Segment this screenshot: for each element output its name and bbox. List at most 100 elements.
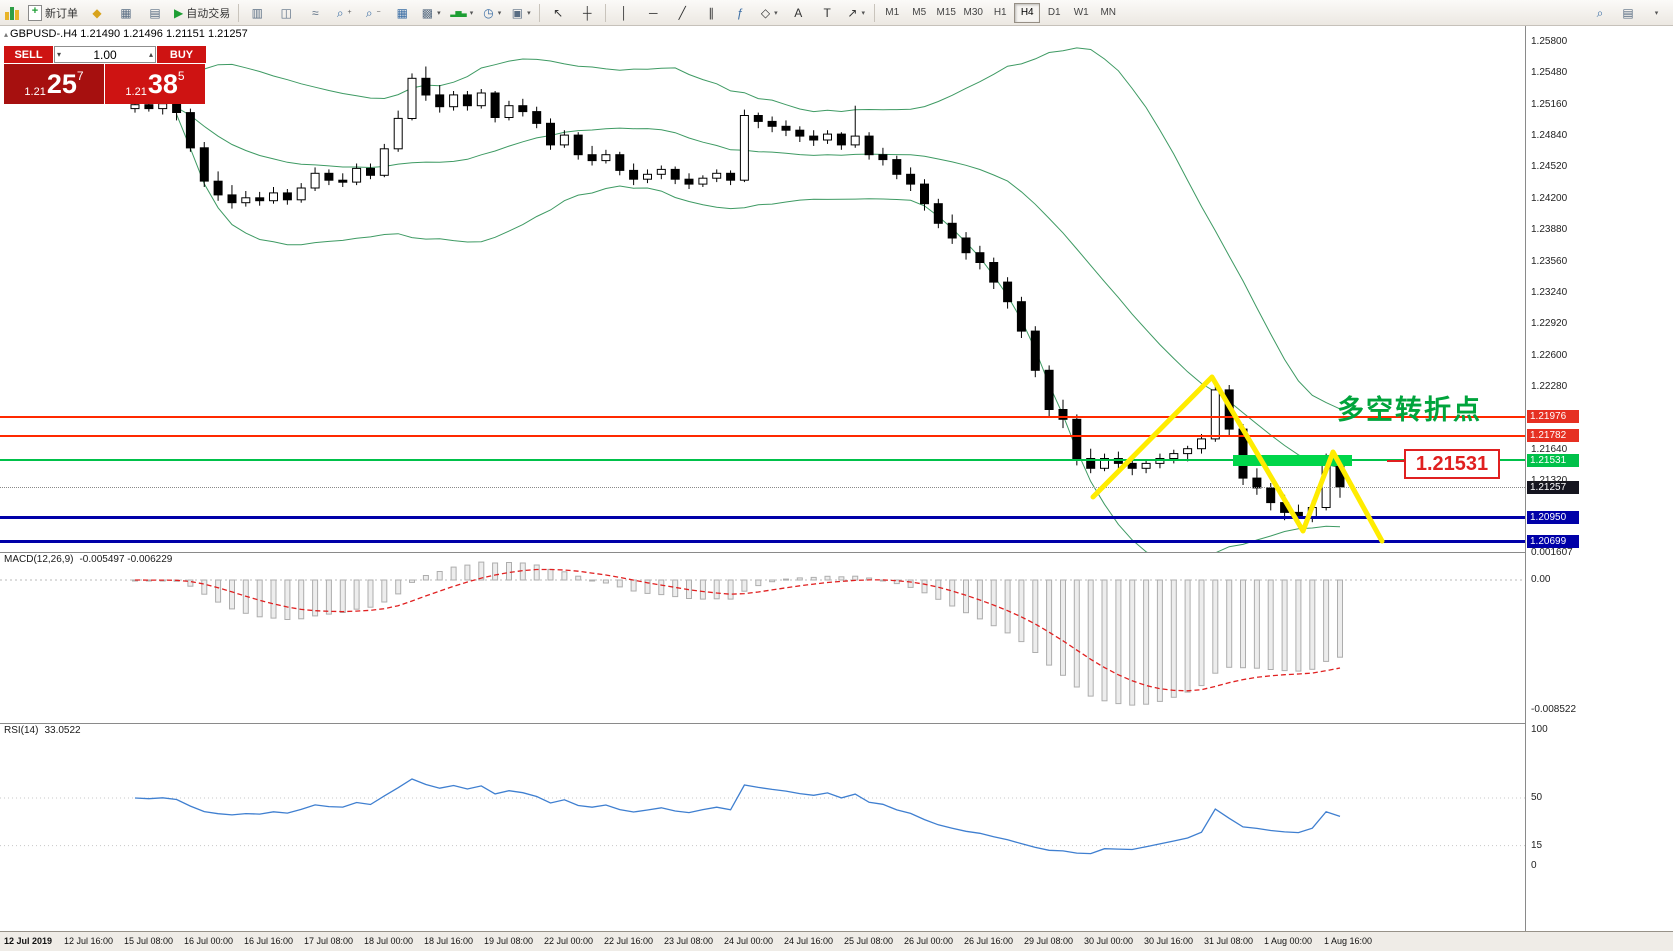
arrows-icon: ↗ [847, 5, 858, 20]
time-axis-label: 16 Jul 16:00 [244, 936, 294, 946]
indicators-button[interactable]: ▂▅▃ ▾ [446, 2, 477, 24]
grid-button[interactable]: ▩ ▾ [417, 2, 445, 24]
price-scale-label: 1.24200 [1531, 193, 1568, 204]
cursor-button[interactable]: ↖ [544, 2, 572, 24]
tile-windows-icon: ▦ [396, 5, 408, 20]
rsi-line [134, 778, 1341, 855]
zoom-in-plus: + [347, 9, 352, 16]
macd-values: -0.005497 -0.006229 [79, 554, 173, 565]
timeframe-h1[interactable]: H1 [993, 7, 1007, 18]
time-axis[interactable]: 12 Jul 2019 12 Jul 16:00 15 Jul 08:00 16 Ju… [0, 931, 1673, 951]
volume-decrement-icon[interactable]: ▾ [57, 50, 62, 59]
time-axis-label: 15 Jul 08:00 [124, 936, 174, 946]
panel-separator[interactable] [0, 723, 1673, 724]
search-button[interactable]: ⌕ [1586, 2, 1614, 24]
indicators-icon: ▂▅▃ [450, 7, 467, 17]
volume-increment-icon[interactable]: ▴ [148, 50, 153, 59]
chevron-down-icon: ▾ [1654, 9, 1659, 17]
macd-signal-line [134, 568, 1341, 692]
price-badge-pivot: 1.21531 [1527, 454, 1579, 467]
support-line-1[interactable] [0, 516, 1525, 519]
annotation-text[interactable]: 多空转折点 [1337, 395, 1482, 425]
vertical-line-button[interactable]: │ [610, 2, 638, 24]
channel-icon: ∥ [708, 5, 715, 20]
channel-button[interactable]: ∥ [697, 2, 725, 24]
main-chart[interactable]: ▴ GBPUSD-.H4 1.21490 1.21496 1.21151 1.2… [0, 26, 1525, 931]
chart-window: ▴ GBPUSD-.H4 1.21490 1.21496 1.21151 1.2… [0, 26, 1673, 951]
timeframe-m15[interactable]: M15 [936, 7, 956, 18]
timeframe-m5[interactable]: M5 [912, 7, 927, 18]
time-axis-label: 18 Jul 00:00 [364, 936, 414, 946]
arrows-button[interactable]: ↗ ▾ [842, 2, 870, 24]
rsi-panel[interactable] [0, 723, 1525, 931]
shapes-button[interactable]: ◇ ▾ [755, 2, 783, 24]
time-axis-label: 23 Jul 08:00 [664, 936, 714, 946]
print-button[interactable]: ▤ [1614, 2, 1642, 24]
price-scale-label: 1.25800 [1531, 36, 1568, 47]
tile-windows-button[interactable]: ▦ [388, 2, 416, 24]
price-scale[interactable]: 1.21976 1.21782 1.21531 1.21257 1.20950 … [1525, 26, 1673, 931]
label-tool-button[interactable]: T [813, 2, 841, 24]
cursor-icon: ↖ [553, 5, 564, 20]
toolbar-separator [874, 3, 876, 22]
timeframe-d1[interactable]: D1 [1047, 7, 1061, 18]
callout-pointer [1387, 460, 1404, 462]
data-window-button[interactable]: ▦ [112, 2, 140, 24]
volume-value[interactable]: 1.00 [93, 47, 117, 62]
trendline-button[interactable]: ╱ [668, 2, 696, 24]
timeframe-m30[interactable]: M30 [963, 7, 983, 18]
dropdown-icon: ▾ [469, 9, 474, 17]
sell-price-base: 1.21 [24, 86, 46, 98]
pivot-line[interactable] [0, 459, 1525, 461]
price-scale-label: 1.25480 [1531, 67, 1568, 78]
autotrading-button[interactable]: ▶ 自动交易 [170, 2, 234, 24]
timeframe-h4[interactable]: H4 [1014, 2, 1041, 23]
buy-price-button[interactable]: 1.21 38 5 [105, 64, 205, 104]
support-line-2[interactable] [0, 540, 1525, 543]
timeframe-w1[interactable]: W1 [1073, 7, 1089, 18]
price-callout[interactable]: 1.21531 [1404, 449, 1500, 479]
volume-stepper[interactable]: ▾ 1.00 ▴ [54, 46, 156, 63]
time-axis-label: 24 Jul 00:00 [724, 936, 774, 946]
search-icon: ⌕ [1596, 5, 1604, 20]
buy-button[interactable]: BUY [157, 46, 206, 63]
autotrading-play-icon: ▶ [174, 5, 184, 20]
rsi-scale-15: 15 [1531, 840, 1543, 851]
horizontal-line-button[interactable]: ─ [639, 2, 667, 24]
toolbar-overflow-button[interactable]: ▾ [1642, 2, 1670, 24]
resistance-line-1[interactable] [0, 416, 1525, 418]
bar-chart-button[interactable]: ▥ [243, 2, 271, 24]
fibonacci-button[interactable]: ƒ [726, 2, 754, 24]
price-scale-label: 1.23240 [1531, 287, 1568, 298]
sell-button[interactable]: SELL [4, 46, 53, 63]
line-chart-icon: ≈ [311, 5, 319, 20]
time-axis-label: 1 Aug 00:00 [1264, 936, 1313, 946]
periods-button[interactable]: ◷ ▾ [478, 2, 506, 24]
sell-price-button[interactable]: 1.21 25 7 [4, 64, 104, 104]
zoom-out-button[interactable]: ⌕ − [359, 2, 387, 24]
crosshair-button[interactable]: ┼ [573, 2, 601, 24]
highlight-band[interactable] [1233, 455, 1352, 466]
sell-price-big: 25 [46, 69, 77, 99]
panel-separator[interactable] [0, 552, 1673, 553]
candlestick-button[interactable]: ◫ [272, 2, 300, 24]
price-scale-label: 1.23560 [1531, 256, 1568, 267]
resistance-line-2[interactable] [0, 435, 1525, 437]
macd-panel[interactable] [0, 552, 1525, 723]
timeframe-m1[interactable]: M1 [885, 7, 900, 18]
trendline-icon: ╱ [678, 5, 686, 20]
price-scale-label: 1.25160 [1531, 99, 1568, 110]
zigzag-annotation[interactable] [1090, 374, 1385, 544]
line-chart-button[interactable]: ≈ [301, 2, 329, 24]
bollinger-upper [176, 47, 1341, 410]
templates-button[interactable]: ▣ ▾ [507, 2, 535, 24]
new-order-button[interactable]: + 新订单 [24, 2, 82, 24]
trend-annotation-lines[interactable] [0, 26, 1525, 552]
navigator-button[interactable]: ▤ [141, 2, 169, 24]
rsi-scale-0: 0 [1531, 860, 1537, 871]
text-tool-button[interactable]: A [784, 2, 812, 24]
zoom-in-button[interactable]: ⌕ + [330, 2, 358, 24]
timeframe-mn[interactable]: MN [1100, 7, 1116, 18]
market-watch-button[interactable]: ◆ [83, 2, 111, 24]
